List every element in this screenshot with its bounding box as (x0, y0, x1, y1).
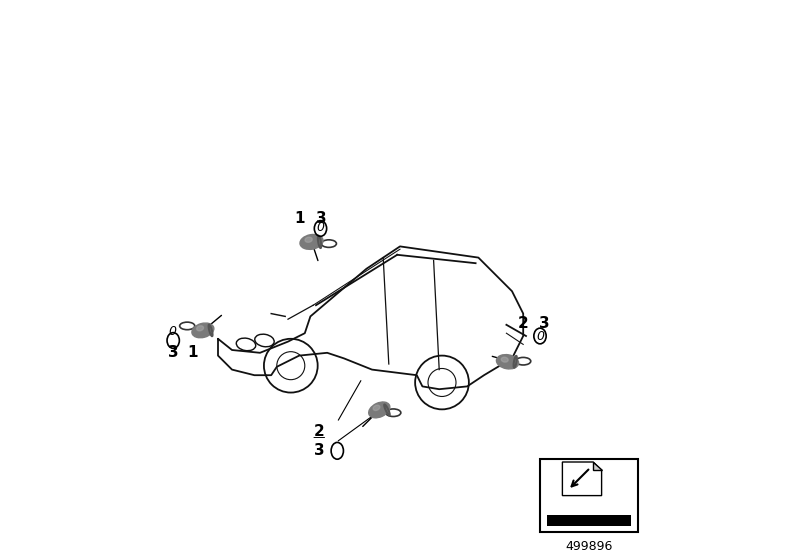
Text: 3: 3 (314, 444, 325, 458)
Text: 3: 3 (316, 211, 327, 226)
Ellipse shape (305, 237, 312, 242)
Ellipse shape (192, 323, 214, 338)
Text: 0: 0 (317, 221, 325, 235)
Ellipse shape (373, 405, 380, 410)
FancyBboxPatch shape (546, 515, 631, 526)
Ellipse shape (369, 402, 390, 418)
Text: 3: 3 (539, 316, 550, 331)
FancyBboxPatch shape (540, 459, 638, 532)
Text: 0: 0 (536, 329, 544, 343)
Text: 499896: 499896 (566, 539, 613, 553)
Text: —: — (312, 431, 325, 445)
Ellipse shape (300, 235, 323, 249)
Text: 3: 3 (168, 346, 178, 360)
Text: 1: 1 (187, 346, 198, 360)
Ellipse shape (497, 354, 518, 369)
Polygon shape (593, 462, 602, 470)
Text: 1: 1 (294, 211, 305, 226)
Text: 2: 2 (314, 424, 325, 438)
Text: 2: 2 (518, 316, 529, 331)
Ellipse shape (197, 326, 203, 331)
Text: 0: 0 (168, 325, 176, 338)
Ellipse shape (502, 357, 508, 362)
